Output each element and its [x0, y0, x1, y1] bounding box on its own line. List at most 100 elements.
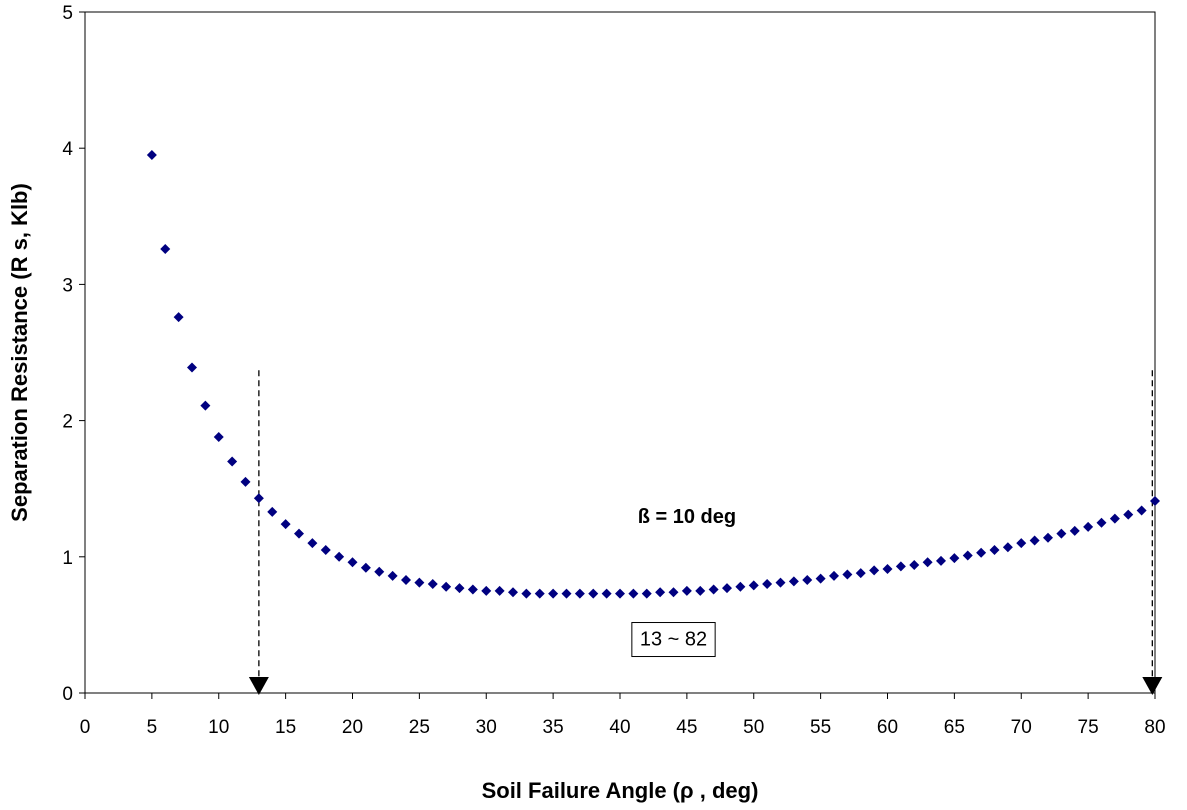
x-tick-label: 55 [810, 717, 831, 738]
data-point [374, 566, 385, 577]
data-point [708, 584, 719, 595]
data-point [735, 581, 746, 592]
data-point [989, 544, 1000, 555]
data-point [334, 551, 345, 562]
data-point [788, 576, 799, 587]
x-tick-label: 30 [476, 717, 497, 738]
data-point [976, 547, 987, 558]
y-axis-title: Separation Resistance (R s, Klb) [7, 183, 32, 522]
x-tick-label: 45 [676, 717, 697, 738]
data-point [227, 456, 238, 467]
x-tick-label: 80 [1144, 717, 1165, 738]
data-point [414, 577, 425, 588]
data-point [267, 506, 278, 517]
data-point [815, 573, 826, 584]
x-tick-label: 5 [147, 717, 158, 738]
data-point [829, 570, 839, 581]
data-point [775, 577, 786, 588]
data-point [467, 584, 478, 595]
x-tick-label: 25 [409, 717, 430, 738]
data-point [909, 559, 920, 570]
data-point [1123, 509, 1134, 520]
data-point [307, 538, 318, 549]
data-point [869, 565, 880, 576]
data-point [146, 150, 157, 161]
arrowhead-icon [1142, 677, 1163, 695]
data-point [548, 588, 559, 599]
x-tick-label: 35 [543, 717, 564, 738]
data-point [615, 588, 625, 599]
data-point [1002, 542, 1013, 553]
data-point [802, 574, 813, 585]
data-point [240, 476, 251, 487]
data-point [454, 583, 465, 594]
axes [79, 11, 1156, 699]
data-point [936, 555, 946, 566]
data-point [1136, 505, 1147, 516]
data-point [695, 585, 706, 596]
y-tick-label: 5 [62, 3, 73, 24]
range-markers [248, 370, 1163, 695]
data-point [722, 583, 732, 594]
data-point [494, 585, 505, 596]
data-point [1056, 528, 1067, 539]
data-point [1029, 535, 1040, 546]
data-point [574, 588, 585, 599]
x-tick-label: 50 [743, 717, 764, 738]
data-point [855, 568, 866, 579]
y-tick-label: 3 [62, 275, 73, 296]
y-tick-label: 0 [62, 684, 73, 705]
y-tick-label: 1 [62, 548, 73, 569]
x-tick-label: 75 [1078, 717, 1099, 738]
x-axis-title: Soil Failure Angle (ρ , deg) [482, 778, 759, 803]
data-point [628, 588, 639, 599]
data-point [1043, 532, 1053, 543]
data-point [842, 569, 853, 580]
data-point [360, 562, 371, 573]
data-point [922, 557, 933, 568]
data-point [1083, 521, 1094, 532]
data-point [668, 587, 679, 598]
data-point [962, 550, 973, 561]
data-point [601, 588, 612, 599]
data-point [641, 588, 652, 599]
data-point [441, 581, 452, 592]
data-point [294, 528, 304, 539]
x-tick-label: 65 [944, 717, 965, 738]
x-tick-labels: 0 5 10 15 20 25 30 35 40 45 50 55 60 65 70 75 80 [80, 717, 1166, 738]
data-point [1069, 525, 1080, 536]
y-tick-labels: 0 1 2 3 4 5 [62, 3, 73, 705]
data-point [481, 585, 492, 596]
data-point [187, 362, 197, 373]
data-point [253, 493, 264, 504]
data-point [521, 588, 532, 599]
data-point [280, 519, 291, 530]
data-point [1016, 538, 1027, 549]
data-point [882, 564, 893, 575]
data-point [160, 243, 171, 254]
data-point [655, 587, 666, 598]
data-point [949, 553, 960, 564]
data-point [1096, 517, 1107, 528]
data-point [534, 588, 545, 599]
x-tick-label: 15 [275, 717, 296, 738]
x-tick-label: 20 [342, 717, 363, 738]
x-tick-label: 10 [208, 717, 229, 738]
data-point [588, 588, 599, 599]
x-tick-label: 70 [1011, 717, 1032, 738]
data-point [173, 312, 184, 323]
data-point [681, 585, 692, 596]
data-point [387, 570, 398, 581]
data-point [1150, 495, 1160, 506]
data-point [320, 544, 331, 555]
data-point [213, 431, 224, 442]
data-point [561, 588, 572, 599]
data-point [347, 557, 358, 568]
data-point [895, 561, 906, 572]
y-tick-label: 2 [62, 412, 73, 433]
data-point [508, 587, 518, 598]
data-point [401, 574, 411, 585]
data-points [146, 150, 1160, 599]
data-point [200, 400, 211, 411]
